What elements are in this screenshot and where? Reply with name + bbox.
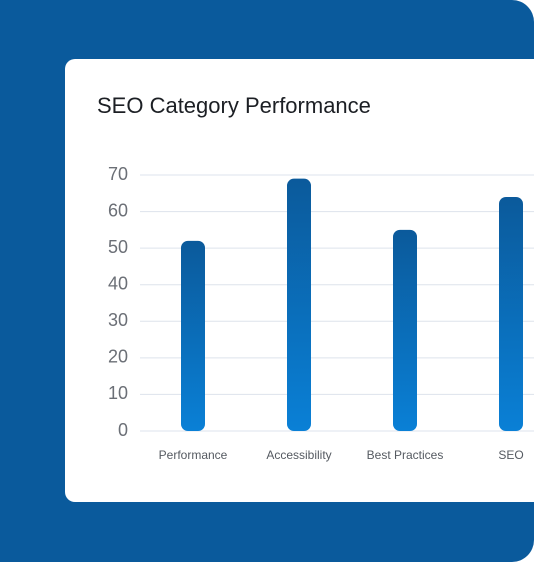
bar	[181, 240, 205, 431]
y-tick-label: 40	[108, 273, 128, 293]
bar	[499, 196, 523, 431]
y-tick-label: 60	[108, 200, 128, 220]
x-tick-label: Accessibility	[266, 448, 331, 462]
y-tick-label: 0	[118, 420, 128, 440]
x-tick-label: Performance	[159, 448, 228, 462]
x-tick-label: Best Practices	[367, 448, 444, 462]
y-tick-label: 10	[108, 383, 128, 403]
chart-title: SEO Category Performance	[97, 93, 371, 118]
bar	[287, 178, 311, 431]
y-tick-label: 30	[108, 310, 128, 330]
y-tick-label: 70	[108, 164, 128, 184]
x-tick-label: SEO	[498, 448, 523, 462]
y-tick-label: 20	[108, 347, 128, 367]
y-tick-label: 50	[108, 237, 128, 257]
plot: SEO Category Performance 0 10 20 30 40 50 60 70…	[97, 93, 534, 462]
bar	[393, 229, 417, 431]
